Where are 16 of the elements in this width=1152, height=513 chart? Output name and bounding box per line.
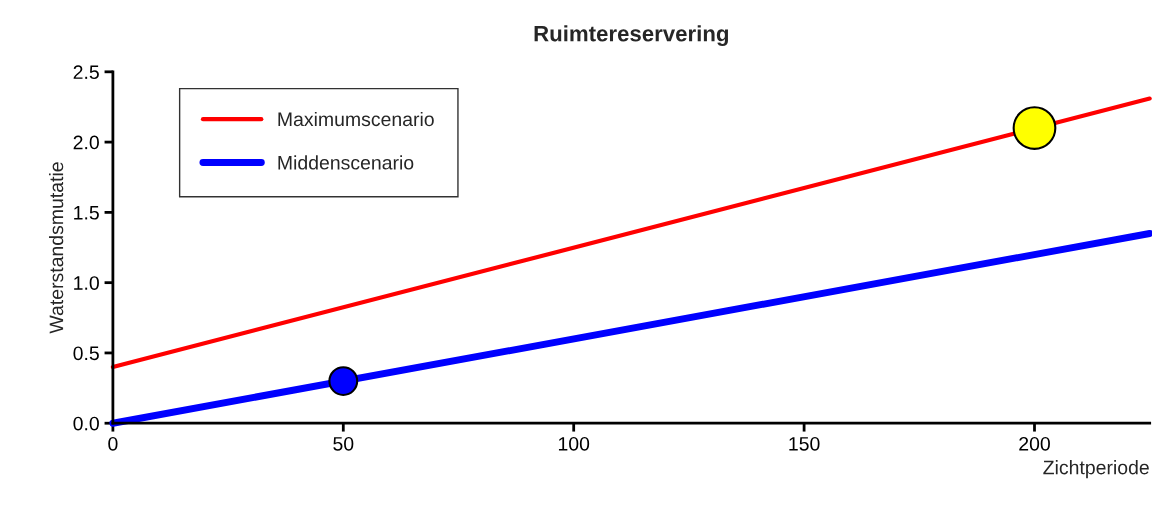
legend-label: Middenscenario — [278, 155, 414, 170]
y-tick-label: 1.0 — [74, 276, 99, 290]
y-tick-label: 0.0 — [73, 416, 99, 431]
x-tick-label: 0 — [108, 436, 118, 451]
x-tick-label: 150 — [789, 436, 820, 451]
y-axis-title: Waterstandsmutatie — [48, 162, 64, 334]
y-tick-label: 2.0 — [73, 135, 99, 150]
y-tick-label: 1.5 — [74, 206, 99, 220]
legend-label: Maximumscenario — [278, 111, 434, 127]
x-axis-title: Zichtperiode — [1043, 460, 1149, 479]
x-tick-label: 50 — [333, 436, 354, 451]
chart-title: Ruimtereservering — [534, 25, 728, 46]
x-tick-label: 100 — [558, 436, 590, 451]
y-tick-label: 2.5 — [73, 65, 99, 80]
y-tick-label: 0.5 — [73, 346, 99, 361]
x-tick-label: 200 — [1019, 436, 1050, 451]
